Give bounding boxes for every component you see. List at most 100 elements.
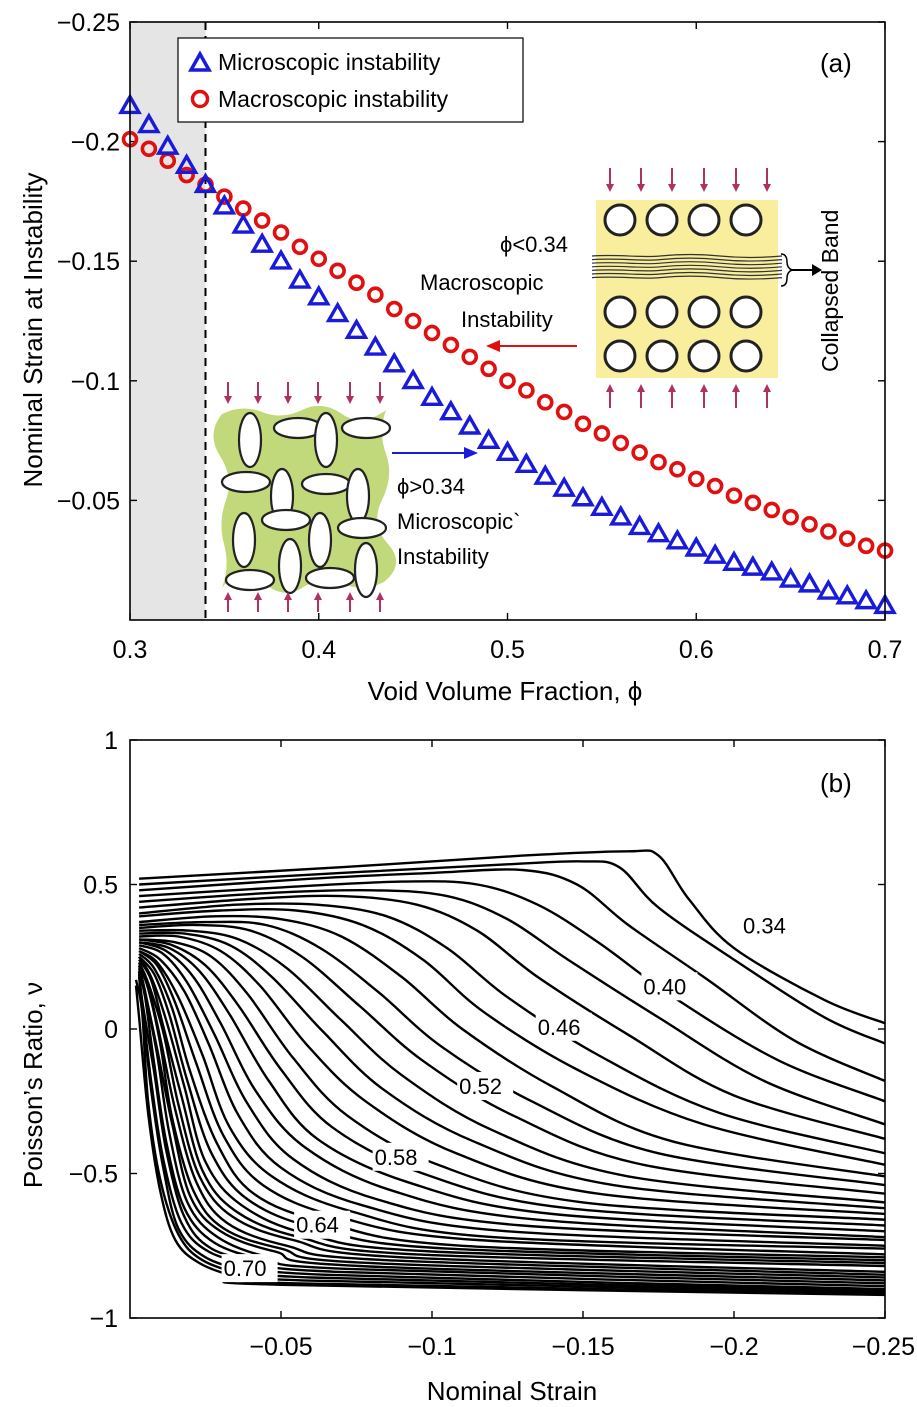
- poisson-curve: [139, 889, 886, 1126]
- macro-instability-point: [404, 312, 422, 330]
- poisson-curve: [139, 860, 886, 1045]
- macro-instability-point: [782, 508, 799, 526]
- micro-void: [300, 472, 352, 496]
- panel-label-a: (a): [820, 48, 852, 78]
- load-arrowhead: [606, 384, 614, 392]
- poisson-curve: [137, 971, 886, 1291]
- load-arrowhead: [637, 184, 645, 192]
- macro-void: [687, 339, 721, 373]
- curve-label: 0.64: [296, 1213, 339, 1238]
- band-brace: [780, 253, 795, 287]
- poisson-curve: [138, 944, 886, 1242]
- panel-b: 0.340.400.460.520.580.640.70 −0.05 −0.1 −0…: [18, 727, 915, 1406]
- micro-void: [231, 511, 257, 569]
- micro-instability-point: [571, 485, 595, 507]
- poisson-curve: [139, 868, 886, 1083]
- x-tick-label: −0.25: [852, 1333, 915, 1361]
- poisson-curve: [138, 955, 886, 1262]
- load-arrowhead: [700, 184, 708, 192]
- poisson-curve: [137, 964, 886, 1279]
- macro-void: [687, 295, 721, 329]
- x-tick-label: −0.1: [407, 1333, 456, 1361]
- micro-annotation-line1: ϕ>0.34: [397, 474, 465, 499]
- micro-instability-point: [174, 153, 199, 174]
- macro-instability-point: [461, 348, 479, 366]
- collapsed-band-label: Collapsed Band: [817, 210, 843, 372]
- macro-instability-point: [536, 394, 554, 411]
- load-arrowhead: [732, 384, 740, 392]
- y-axis-label-a: Nominal Strain at Instability: [18, 172, 48, 487]
- macro-instability-point: [744, 494, 762, 512]
- macro-instability-point: [725, 487, 743, 504]
- microscopic-inset: [213, 382, 397, 612]
- macro-inset-voids: [603, 203, 763, 373]
- macro-instability-point: [631, 444, 648, 461]
- macro-void: [645, 339, 679, 373]
- poisson-curve: [138, 941, 886, 1239]
- poisson-curve: [134, 985, 886, 1297]
- micro-instability-point: [589, 495, 614, 517]
- poisson-curve: [139, 894, 886, 1140]
- band-layer: [591, 253, 783, 259]
- micro-instability-point: [759, 559, 784, 581]
- y-tick-label: −1: [89, 1305, 118, 1333]
- plot-frame-a: [129, 21, 886, 621]
- poisson-curve: [139, 880, 886, 1103]
- poisson-curve: [138, 956, 886, 1265]
- poisson-curve: [139, 931, 886, 1210]
- curve-label: 0.46: [538, 1015, 581, 1040]
- poisson-curve: [139, 920, 886, 1187]
- macro-void: [603, 339, 637, 373]
- curve-label: 0.52: [459, 1074, 502, 1099]
- micro-instability-point: [363, 334, 388, 356]
- micro-instability-point: [835, 583, 860, 605]
- micro-instability-point: [533, 464, 558, 485]
- micro-instability-point: [136, 112, 161, 134]
- micro-instability-point: [778, 566, 803, 588]
- load-arrowhead: [284, 396, 292, 404]
- load-arrowhead: [346, 592, 354, 600]
- poisson-curve: [138, 938, 886, 1227]
- micro-pointer-arrowhead: [464, 447, 478, 459]
- x-tick-label: 0.4: [301, 636, 336, 664]
- curve-labels: 0.34 0.40 0.46 0.52 0.58 0.64 0.70: [221, 911, 798, 1283]
- micro-void: [345, 467, 371, 525]
- poisson-curve: [138, 950, 886, 1256]
- micro-void: [260, 508, 312, 532]
- band-layer: [591, 261, 783, 266]
- band-layer: [591, 275, 783, 280]
- poisson-curve: [139, 928, 886, 1204]
- macro-void: [729, 339, 763, 373]
- macro-instability-point: [706, 477, 724, 495]
- micro-instability-point: [797, 571, 822, 593]
- macro-instability-point: [593, 425, 611, 442]
- macro-instability-point: [348, 274, 365, 292]
- macro-collapsed-band: [591, 253, 783, 280]
- poisson-curve: [138, 958, 886, 1268]
- legend-entry-micro: Microscopic instability: [218, 49, 441, 75]
- load-arrowhead: [606, 184, 614, 192]
- band-layer: [591, 268, 783, 273]
- macro-annotation-line3: Instability: [461, 307, 553, 332]
- y-tick-label: −0.5: [69, 1161, 118, 1189]
- micro-instability-point: [552, 476, 577, 497]
- load-arrowhead: [763, 384, 771, 392]
- x-tick-label: 0.6: [679, 636, 714, 664]
- poisson-curve: [139, 934, 886, 1216]
- macro-pointer-arrowhead: [486, 340, 500, 352]
- macro-void: [729, 295, 763, 329]
- y-tick-label: 0.5: [83, 872, 118, 900]
- x-tick-label: 0.7: [868, 636, 903, 664]
- poisson-curve: [138, 902, 886, 1155]
- load-arrowhead: [346, 396, 354, 404]
- micro-instability-point: [665, 528, 690, 550]
- macro-instability-point: [140, 140, 158, 158]
- poisson-curve: [134, 979, 886, 1295]
- load-arrowhead: [763, 184, 771, 192]
- macro-void: [645, 295, 679, 329]
- x-axis-label-a: Void Volume Fraction, ϕ: [368, 676, 643, 706]
- x-axis-ticks: 0.3 0.4 0.5 0.6 0.7: [113, 22, 903, 664]
- legend-circle-marker: [190, 89, 210, 109]
- y-tick-label: −0.25: [57, 9, 120, 37]
